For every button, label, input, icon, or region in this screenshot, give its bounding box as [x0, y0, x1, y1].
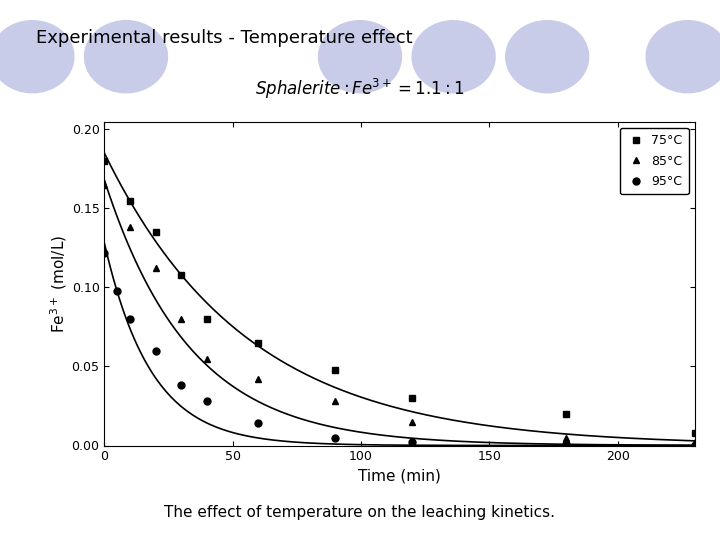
- 85°C: [690, 439, 699, 446]
- 75°C: [331, 367, 340, 373]
- 85°C: [126, 224, 135, 231]
- 95°C: [331, 434, 340, 441]
- 75°C: [100, 158, 109, 164]
- 95°C: [113, 287, 122, 294]
- 95°C: [690, 442, 699, 448]
- 75°C: [254, 340, 263, 346]
- 75°C: [690, 430, 699, 436]
- 85°C: [254, 376, 263, 382]
- 85°C: [408, 418, 417, 425]
- 95°C: [562, 441, 571, 447]
- 95°C: [177, 382, 186, 389]
- 95°C: [100, 249, 109, 256]
- 75°C: [562, 410, 571, 417]
- Line: 95°C: 95°C: [101, 249, 698, 448]
- X-axis label: Time (min): Time (min): [358, 469, 441, 484]
- Legend: 75°C, 85°C, 95°C: 75°C, 85°C, 95°C: [620, 128, 688, 194]
- Line: 85°C: 85°C: [101, 181, 698, 446]
- 95°C: [203, 398, 212, 404]
- 95°C: [408, 439, 417, 446]
- 85°C: [177, 316, 186, 322]
- 85°C: [562, 434, 571, 441]
- 85°C: [151, 265, 160, 272]
- 85°C: [331, 398, 340, 404]
- 95°C: [254, 420, 263, 427]
- Line: 75°C: 75°C: [101, 158, 698, 436]
- 75°C: [177, 272, 186, 278]
- Y-axis label: Fe$^{3+}$ (mol/L): Fe$^{3+}$ (mol/L): [48, 234, 69, 333]
- Text: Experimental results - Temperature effect: Experimental results - Temperature effec…: [36, 29, 413, 47]
- 75°C: [408, 395, 417, 401]
- 85°C: [100, 181, 109, 188]
- 75°C: [203, 316, 212, 322]
- 85°C: [203, 355, 212, 362]
- Text: $\it{Sphalerite : Fe}$$^{3+}$$\it{ = 1.1:1}$: $\it{Sphalerite : Fe}$$^{3+}$$\it{ = 1.1…: [256, 77, 464, 101]
- 75°C: [126, 197, 135, 204]
- 95°C: [126, 316, 135, 322]
- Text: The effect of temperature on the leaching kinetics.: The effect of temperature on the leachin…: [164, 505, 556, 521]
- 75°C: [151, 229, 160, 235]
- 95°C: [151, 347, 160, 354]
